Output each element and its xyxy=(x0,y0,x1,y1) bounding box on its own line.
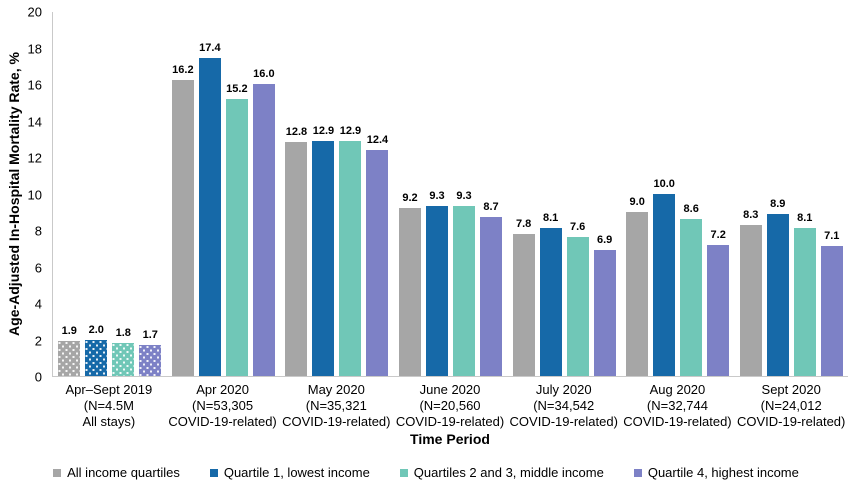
legend-label: Quartile 4, highest income xyxy=(647,465,799,480)
bar-group: 9.0 10.0 8.6 7.2 xyxy=(621,12,735,376)
x-axis-category-label: June 2020 (N=20,560 COVID-19-related) xyxy=(395,382,505,429)
bar: 12.8 xyxy=(285,126,308,376)
y-tick-label: 20 xyxy=(27,4,42,20)
bar: 12.9 xyxy=(312,125,335,376)
legend-label: Quartile 1, lowest income xyxy=(223,465,370,480)
legend-swatch xyxy=(209,468,218,477)
bar: 8.7 xyxy=(480,201,503,376)
bar: 10.0 xyxy=(653,178,676,376)
bar: 9.2 xyxy=(399,192,422,376)
bar: 7.1 xyxy=(820,230,843,376)
legend-swatch xyxy=(53,468,62,477)
bar: 6.9 xyxy=(593,234,616,376)
bar-value-label: 8.6 xyxy=(683,203,699,216)
bar: 8.1 xyxy=(539,212,562,376)
bar-value-label: 9.0 xyxy=(629,195,645,208)
bar: 1.7 xyxy=(139,329,162,376)
bar: 9.3 xyxy=(453,190,476,376)
bar: 8.3 xyxy=(739,209,762,376)
bar-value-label: 12.9 xyxy=(339,124,362,137)
y-tick-label: 2 xyxy=(34,333,42,348)
bar: 9.3 xyxy=(426,190,449,376)
bar-value-label: 9.2 xyxy=(402,192,418,205)
bar: 7.8 xyxy=(512,218,535,376)
bar-value-label: 15.2 xyxy=(226,82,248,95)
bar-value-label: 12.4 xyxy=(366,133,389,146)
bar-value-label: 9.3 xyxy=(429,190,445,203)
bar-value-label: 2.0 xyxy=(88,323,104,336)
legend-label: All income quartiles xyxy=(67,465,180,480)
bar-value-label: 16.0 xyxy=(253,68,275,80)
bar-value-label: 8.1 xyxy=(797,212,813,225)
chart-legend: All income quartiles Quartile 1, lowest i… xyxy=(0,465,852,480)
legend-label: Quartiles 2 and 3, middle income xyxy=(413,465,604,480)
bar-group: 9.2 9.3 9.3 8.7 xyxy=(394,12,508,376)
bar-group: 8.3 8.9 8.1 7.1 xyxy=(734,12,848,376)
x-axis-labels: Apr–Sept 2019 (N=4.5M All stays) Apr 2020… xyxy=(52,382,848,430)
bar-value-label: 17.4 xyxy=(199,42,221,55)
legend-item: Quartiles 2 and 3, middle income xyxy=(399,465,604,480)
bar: 16.0 xyxy=(252,68,275,376)
bar-value-label: 8.7 xyxy=(483,201,499,214)
bar-value-label: 12.9 xyxy=(312,124,335,137)
legend-swatch xyxy=(633,468,642,477)
legend-item: Quartile 4, highest income xyxy=(633,465,799,480)
bar: 8.6 xyxy=(680,203,703,376)
bar-value-label: 16.2 xyxy=(172,64,194,77)
bar: 17.4 xyxy=(198,42,221,376)
y-tick-label: 18 xyxy=(27,41,42,56)
y-axis-ticks: 0 2 4 6 8 10 12 14 16 18 20 xyxy=(0,5,42,385)
y-tick-label: 6 xyxy=(34,260,42,275)
x-axis-category-label: May 2020 (N=35,321 COVID-19-related) xyxy=(282,382,391,429)
bar-group: 1.9 2.0 1.8 1.7 xyxy=(53,12,167,376)
legend-item: All income quartiles xyxy=(53,465,180,480)
bar-value-label: 1.7 xyxy=(142,328,158,341)
bar-value-label: 7.1 xyxy=(824,230,840,243)
y-tick-label: 8 xyxy=(34,223,42,239)
x-axis-category-label: Apr–Sept 2019 (N=4.5M All stays) xyxy=(65,382,153,429)
bar-value-label: 8.1 xyxy=(542,212,559,225)
y-tick-label: 12 xyxy=(27,150,42,166)
x-axis-category-label: Aug 2020 (N=32,744 COVID-19-related) xyxy=(623,382,732,429)
y-tick-label: 4 xyxy=(34,296,42,312)
y-tick-label: 0 xyxy=(34,369,42,385)
bar: 7.6 xyxy=(566,221,589,376)
bar-value-label: 12.8 xyxy=(285,126,308,139)
bar: 7.2 xyxy=(707,229,730,376)
bar-value-label: 7.2 xyxy=(710,228,726,241)
bar-value-label: 9.3 xyxy=(456,190,472,203)
bar: 15.2 xyxy=(225,83,248,376)
y-tick-label: 14 xyxy=(27,114,42,129)
bar-value-label: 1.9 xyxy=(61,325,77,338)
bar: 1.8 xyxy=(112,327,135,376)
bar-value-label: 1.8 xyxy=(115,327,131,340)
x-axis-category-label: July 2020 (N=34,542 COVID-19-related) xyxy=(509,382,618,429)
legend-swatch xyxy=(399,468,408,477)
bar: 8.1 xyxy=(793,212,816,376)
bar: 9.0 xyxy=(626,196,649,376)
bar-value-label: 10.0 xyxy=(653,177,675,190)
y-tick-label: 16 xyxy=(27,77,42,93)
bar-value-label: 7.6 xyxy=(569,221,586,234)
bar-group: 12.8 12.9 12.9 12.4 xyxy=(280,12,394,376)
bar-value-label: 6.9 xyxy=(596,234,613,247)
x-axis-category-label: Sept 2020 (N=24,012 COVID-19-related) xyxy=(736,382,846,429)
x-axis-category-label: Apr 2020 (N=53,305 COVID-19-related) xyxy=(168,382,277,429)
x-axis-title: Time Period xyxy=(410,431,490,447)
bar: 2.0 xyxy=(85,324,108,376)
bar: 1.9 xyxy=(58,325,81,376)
y-tick-label: 10 xyxy=(27,187,42,202)
bar-value-label: 8.3 xyxy=(743,208,759,221)
bar-value-label: 8.9 xyxy=(770,197,786,210)
plot-area: 1.9 2.0 1.8 1.7 16.2 17.4 15.2 16.0 12.8 12.9 12.9… xyxy=(52,12,848,377)
bar: 12.4 xyxy=(366,134,389,376)
bar-group: 16.2 17.4 15.2 16.0 xyxy=(167,12,281,376)
bar: 8.9 xyxy=(766,198,789,376)
legend-item: Quartile 1, lowest income xyxy=(209,465,370,480)
bar: 16.2 xyxy=(171,64,194,376)
bar-group: 7.8 8.1 7.6 6.9 xyxy=(507,12,621,376)
bar: 12.9 xyxy=(339,125,362,376)
bar-value-label: 7.8 xyxy=(515,217,532,230)
